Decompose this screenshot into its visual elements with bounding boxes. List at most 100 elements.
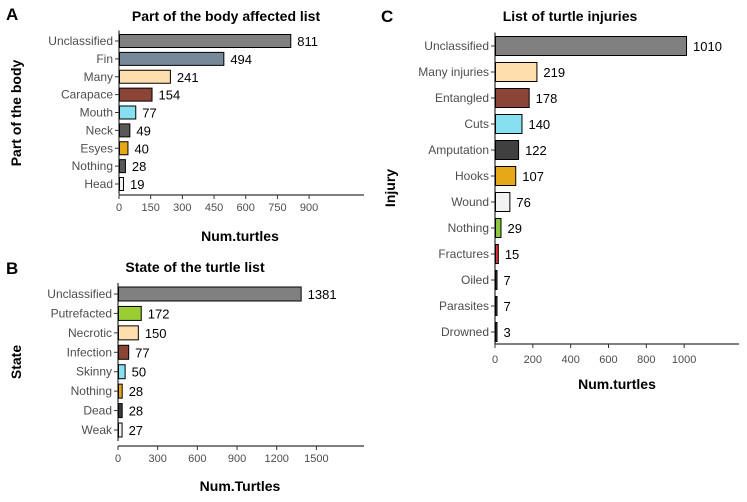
category-label-a: Many (84, 70, 113, 84)
value-label-c: 178 (536, 91, 558, 106)
category-label-b: Weak (82, 423, 113, 437)
category-label-b: Dead (83, 404, 112, 418)
bar-c (495, 270, 498, 290)
bar-c (495, 166, 517, 186)
bar-a (119, 159, 126, 174)
chart-title-a: Part of the body affected list (132, 8, 321, 24)
bar-c (495, 218, 502, 238)
chart-title-b: State of the turtle list (125, 259, 265, 275)
x-tick-label-c: 1000 (672, 354, 696, 366)
bar-b (118, 325, 139, 341)
category-label-b: Unclassified (47, 287, 112, 301)
x-axis-title-a: Num.turtles (201, 228, 279, 244)
value-label-b: 50 (132, 365, 146, 380)
bars-c: 0 200 400 600 800 1000 Unclassified 1010 Many in… (418, 32, 739, 366)
bar-b (118, 422, 123, 438)
bar-c (495, 192, 511, 212)
bar-a (119, 34, 292, 48)
x-axis-title-c: Num.turtles (578, 376, 656, 392)
bar-c (495, 36, 688, 56)
bar-c (495, 322, 498, 342)
value-label-b: 28 (129, 384, 143, 399)
bar-c (495, 62, 538, 82)
value-label-b: 150 (145, 326, 167, 341)
bar-a (119, 105, 137, 120)
category-label-a: Neck (86, 123, 114, 137)
category-label-a: Carapace (61, 88, 113, 102)
category-label-c: Wound (451, 195, 489, 209)
x-tick-label-b: 1200 (264, 453, 288, 465)
value-label-a: 494 (230, 52, 252, 67)
x-tick-label-a: 750 (268, 202, 286, 214)
value-label-c: 7 (504, 299, 511, 314)
value-label-c: 107 (522, 169, 544, 184)
y-axis-title-c: Injury (382, 169, 398, 207)
bar-c (495, 296, 498, 316)
x-tick-label-b: 0 (115, 453, 121, 465)
bar-a (119, 51, 225, 66)
category-label-c: Entangled (435, 91, 489, 105)
category-label-c: Amputation (428, 143, 489, 157)
bar-a (119, 141, 129, 156)
bar-b (118, 383, 123, 399)
value-label-c: 29 (507, 221, 521, 236)
category-label-c: Parasites (439, 299, 489, 313)
x-tick-label-a: 0 (116, 202, 122, 214)
value-label-c: 1010 (693, 39, 722, 54)
value-label-b: 172 (148, 306, 170, 321)
x-tick-label-c: 200 (524, 354, 542, 366)
category-label-c: Cuts (464, 117, 489, 131)
value-label-c: 140 (528, 117, 550, 132)
x-tick-label-c: 0 (492, 354, 498, 366)
bar-b (118, 403, 123, 419)
category-label-b: Skinny (76, 365, 112, 379)
chart-title-c: List of turtle injuries (503, 8, 638, 24)
category-label-c: Nothing (448, 221, 489, 235)
bar-a (119, 123, 131, 138)
value-label-a: 241 (177, 70, 199, 85)
value-label-c: 122 (525, 143, 547, 158)
value-label-a: 19 (130, 177, 144, 192)
value-label-a: 77 (142, 106, 156, 121)
category-label-c: Hooks (455, 169, 489, 183)
value-label-a: 49 (136, 123, 150, 138)
category-label-c: Unclassified (424, 39, 489, 53)
bar-c (495, 114, 523, 134)
x-tick-label-c: 800 (637, 354, 655, 366)
value-label-a: 154 (159, 88, 181, 103)
panel-c: C List of turtle injuries Injury Num.tur… (381, 7, 739, 392)
x-tick-label-b: 300 (148, 453, 166, 465)
bar-a (119, 69, 171, 84)
panel-b: B State of the turtle list State Num.Tur… (6, 259, 364, 494)
bar-c (495, 88, 530, 108)
category-label-a: Esyes (80, 141, 113, 155)
x-tick-label-c: 600 (599, 354, 617, 366)
x-tick-label-a: 900 (300, 202, 318, 214)
value-label-c: 76 (516, 195, 530, 210)
bar-b (118, 344, 130, 360)
bar-a (119, 87, 153, 102)
category-label-b: Putrefacted (51, 306, 112, 320)
x-tick-label-b: 600 (188, 453, 206, 465)
category-label-a: Nothing (72, 159, 113, 173)
category-label-a: Unclassified (48, 34, 113, 48)
value-label-c: 7 (504, 273, 511, 288)
bar-b (118, 305, 142, 321)
bars-b: 0 300 600 900 1200 1500 Unclassified 1381 Putref… (47, 283, 364, 465)
value-label-a: 28 (132, 159, 146, 174)
x-tick-label-a: 600 (237, 202, 255, 214)
panel-letter-c: C (381, 7, 393, 26)
category-label-c: Oiled (461, 273, 489, 287)
category-label-b: Necrotic (68, 326, 112, 340)
bar-c (495, 140, 520, 160)
x-tick-label-b: 1500 (304, 453, 328, 465)
value-label-b: 27 (129, 423, 143, 438)
x-axis-title-b: Num.Turtles (200, 478, 281, 494)
bar-b (118, 364, 126, 380)
category-label-b: Infection (67, 345, 112, 359)
x-tick-label-b: 900 (228, 453, 246, 465)
value-label-b: 77 (135, 345, 149, 360)
panel-letter-a: A (6, 5, 18, 24)
value-label-b: 28 (129, 404, 143, 419)
